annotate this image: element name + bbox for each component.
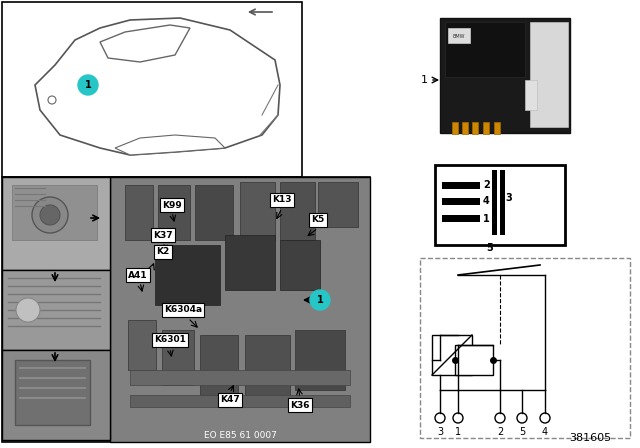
Text: K6301: K6301 <box>154 336 186 345</box>
Circle shape <box>40 205 60 225</box>
Circle shape <box>495 413 505 423</box>
Bar <box>2 177 370 442</box>
Text: K6304a: K6304a <box>164 306 202 314</box>
Bar <box>445 22 525 77</box>
Text: 2: 2 <box>483 181 490 190</box>
Bar <box>420 258 630 438</box>
Bar <box>472 122 478 134</box>
Text: 381605: 381605 <box>569 433 611 443</box>
Text: 2: 2 <box>497 427 503 437</box>
Bar <box>200 335 238 395</box>
Circle shape <box>453 413 463 423</box>
Text: 1: 1 <box>317 295 323 305</box>
Bar <box>2 270 110 350</box>
Polygon shape <box>115 135 225 155</box>
Text: K13: K13 <box>272 195 292 204</box>
Text: K47: K47 <box>220 396 240 405</box>
Circle shape <box>78 75 98 95</box>
Bar <box>225 235 275 290</box>
Circle shape <box>16 298 40 322</box>
Bar <box>2 350 110 440</box>
Bar <box>483 122 489 134</box>
Bar <box>494 122 500 134</box>
Bar <box>442 198 480 205</box>
Circle shape <box>435 413 445 423</box>
Bar <box>125 185 153 240</box>
Text: 1: 1 <box>421 75 428 85</box>
Text: 1: 1 <box>455 427 461 437</box>
Circle shape <box>517 413 527 423</box>
Text: K99: K99 <box>162 201 182 210</box>
Bar <box>280 182 315 240</box>
Circle shape <box>32 197 68 233</box>
Text: 3: 3 <box>437 427 443 437</box>
Bar <box>452 122 458 134</box>
Bar <box>462 122 468 134</box>
Bar <box>440 18 570 133</box>
Text: K37: K37 <box>153 231 173 240</box>
Bar <box>128 320 156 370</box>
Bar <box>158 185 190 240</box>
Bar <box>240 182 275 240</box>
Bar <box>318 182 358 227</box>
Bar <box>110 177 370 442</box>
Bar <box>530 22 568 127</box>
Bar <box>442 182 480 189</box>
Bar <box>15 360 90 425</box>
Text: 5: 5 <box>519 427 525 437</box>
Text: K5: K5 <box>312 215 324 224</box>
Text: 4: 4 <box>542 427 548 437</box>
Bar <box>442 215 480 222</box>
Text: 5: 5 <box>486 243 493 253</box>
Text: 1: 1 <box>483 214 490 224</box>
Bar <box>295 330 345 390</box>
Text: K36: K36 <box>291 401 310 409</box>
Bar <box>162 330 194 385</box>
Bar <box>245 335 290 400</box>
Bar <box>280 240 320 290</box>
Text: EO E85 61 0007: EO E85 61 0007 <box>204 431 276 439</box>
Bar <box>12 185 97 240</box>
Bar <box>130 370 350 385</box>
Text: A41: A41 <box>128 271 148 280</box>
Polygon shape <box>100 25 190 62</box>
Bar <box>448 28 470 43</box>
Bar <box>500 170 505 235</box>
Bar <box>432 335 472 375</box>
Bar <box>455 345 493 375</box>
Circle shape <box>540 413 550 423</box>
Polygon shape <box>35 18 280 155</box>
Bar <box>525 80 537 110</box>
Text: 1: 1 <box>84 80 92 90</box>
Text: 3: 3 <box>505 193 512 203</box>
Bar <box>492 170 497 235</box>
Text: BMW: BMW <box>452 34 465 39</box>
Bar <box>2 177 110 270</box>
Text: 4: 4 <box>483 197 490 207</box>
Bar <box>2 2 302 177</box>
Circle shape <box>48 96 56 104</box>
Bar <box>155 245 220 305</box>
Text: K2: K2 <box>156 247 170 257</box>
Bar <box>435 165 565 245</box>
Bar <box>195 185 233 240</box>
Bar <box>130 395 350 407</box>
Circle shape <box>310 290 330 310</box>
